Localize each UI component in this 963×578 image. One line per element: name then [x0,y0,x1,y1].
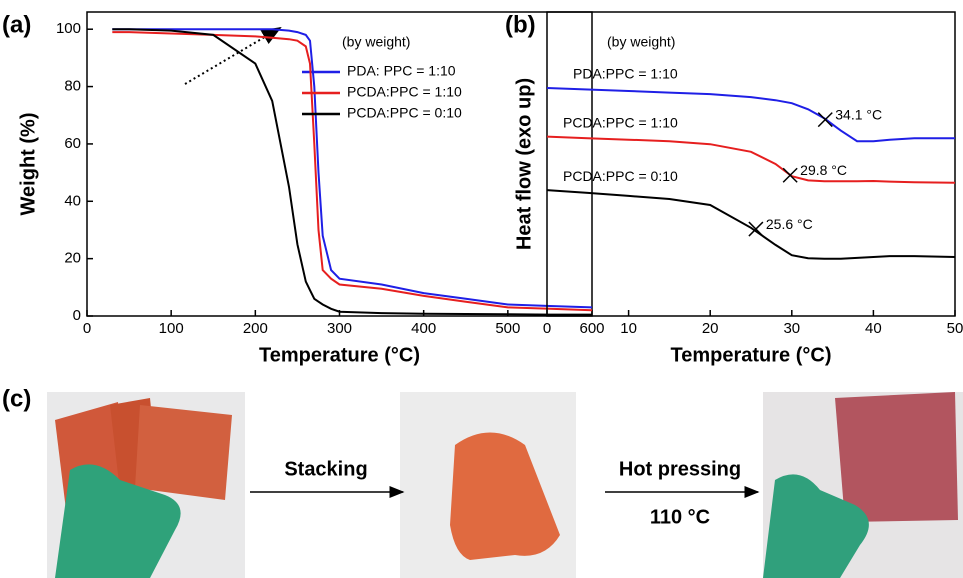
panel-label: (a) [2,11,31,38]
transition-marker [818,113,832,127]
photo-2 [400,392,576,578]
x-tick-label: 40 [865,320,882,337]
legend-label: PDA: PPC = 1:10 [347,63,456,79]
panel-label: (c) [2,385,31,412]
y-tick-label: 60 [64,135,81,152]
annotation: 34.1 °C [835,106,882,122]
x-tick-label: 10 [620,320,637,337]
x-tick-label: 200 [243,320,268,337]
x-tick-label: 20 [702,320,719,337]
legend-label: PCDA:PPC = 0:10 [347,105,462,121]
x-tick-label: 500 [495,320,520,337]
legend-label: PCDA:PPC = 1:10 [347,84,462,100]
series-label: PCDA:PPC = 1:10 [563,114,678,130]
x-tick-label: 600 [579,320,604,337]
y-tick-label: 40 [64,192,81,209]
plot-frame [547,12,955,316]
x-tick-label: 300 [327,320,352,337]
y-axis-label: Weight (%) [17,113,39,216]
x-tick-label: 100 [159,320,184,337]
y-tick-label: 20 [64,250,81,267]
y-tick-label: 0 [73,307,81,324]
step-label: Stacking [284,458,367,480]
y-tick-label: 100 [56,20,81,37]
x-tick-label: 50 [947,320,963,337]
step-condition: 110 °C [650,506,710,528]
series-label: PCDA:PPC = 0:10 [563,168,678,184]
x-tick-label: 0 [83,320,91,337]
panel-label: (b) [505,11,536,38]
x-axis-label: Temperature (°C) [671,344,832,366]
x-tick-label: 0 [543,320,551,337]
annotation: 25.6 °C [766,216,813,232]
y-axis-label: Heat flow (exo up) [513,78,535,250]
figure: (c) Stacking Hot pressing 110 °C (a)0100… [0,0,963,578]
transition-marker [783,168,797,182]
x-tick-label: 400 [411,320,436,337]
series-label: PDA:PPC = 1:10 [573,66,678,82]
transition-marker [749,222,763,236]
note: (by weight) [607,34,675,50]
photo-1 [47,392,245,578]
note: (by weight) [342,34,410,50]
x-axis-label: Temperature (°C) [259,344,420,366]
x-tick-label: 30 [783,320,800,337]
y-tick-label: 80 [64,78,81,95]
annotation: 29.8 °C [800,162,847,178]
step-label: Hot pressing [619,458,741,480]
photo-3 [763,392,963,578]
